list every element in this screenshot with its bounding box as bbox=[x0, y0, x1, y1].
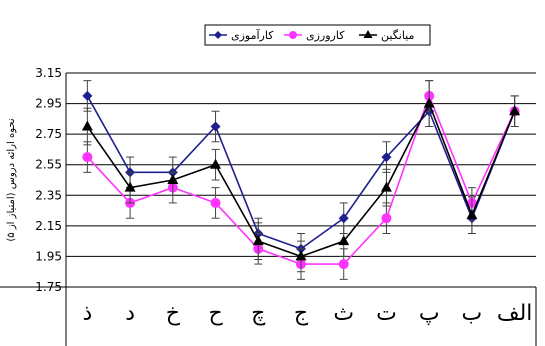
data-point bbox=[210, 121, 221, 132]
y-tick-label: 2.75 bbox=[35, 127, 62, 141]
legend: کارآموزی کارورزی میانگین bbox=[204, 24, 431, 46]
series-diamond bbox=[82, 80, 520, 265]
legend-label: کارآموزی bbox=[231, 28, 274, 42]
data-point bbox=[295, 250, 307, 261]
data-point bbox=[82, 152, 93, 163]
legend-item: کارآموزی bbox=[209, 28, 274, 42]
y-axis-label: نحوه ارائه دروس (امتیاز از ۵) bbox=[6, 118, 17, 241]
x-category-label: الف bbox=[497, 301, 533, 326]
y-tick-label: 3.15 bbox=[35, 66, 62, 80]
y-tick-label: 1.95 bbox=[35, 249, 62, 263]
x-category-label: ذ bbox=[82, 301, 92, 326]
x-category-label: خ bbox=[166, 301, 181, 326]
data-point bbox=[252, 235, 264, 246]
data-point bbox=[210, 158, 222, 169]
x-category-label: ت bbox=[376, 301, 397, 326]
data-point bbox=[423, 97, 435, 108]
legend-marker bbox=[289, 31, 297, 39]
y-tick-labels: 1.751.952.152.352.552.752.953.15 bbox=[35, 66, 62, 294]
data-point bbox=[338, 259, 349, 270]
data-point bbox=[338, 235, 350, 246]
x-category-label: ح bbox=[208, 301, 223, 326]
legend-label: میانگین bbox=[381, 29, 415, 42]
y-tick-label: 2.15 bbox=[35, 219, 62, 233]
y-tick-label: 2.95 bbox=[35, 97, 62, 111]
data-point bbox=[210, 197, 221, 208]
data-point bbox=[338, 213, 349, 224]
data-point bbox=[124, 181, 136, 192]
legend-marker bbox=[363, 30, 373, 38]
legend-box bbox=[204, 24, 431, 46]
data-point bbox=[381, 213, 392, 224]
y-tick-label: 2.35 bbox=[35, 188, 62, 202]
legend-item: میانگین bbox=[359, 29, 415, 42]
series-triangle bbox=[81, 80, 521, 273]
data-point bbox=[167, 174, 179, 184]
data-point bbox=[380, 181, 392, 192]
data-point bbox=[81, 120, 93, 131]
data-point bbox=[381, 152, 392, 163]
data-point bbox=[509, 105, 521, 116]
x-category-label: د bbox=[125, 301, 135, 326]
x-category-label: چ bbox=[251, 301, 266, 326]
x-category-label: ب bbox=[462, 301, 483, 326]
data-point bbox=[82, 90, 93, 101]
x-category-label: ج bbox=[294, 301, 309, 326]
x-category-label: پ bbox=[419, 301, 440, 326]
data-point bbox=[466, 209, 478, 220]
legend-marker bbox=[214, 31, 222, 39]
legend-label: کارورزی bbox=[306, 29, 345, 42]
gridlines bbox=[66, 72, 536, 257]
legend-item: کارورزی bbox=[284, 29, 345, 42]
x-category-label: ث bbox=[333, 301, 354, 326]
y-tick-label: 2.55 bbox=[35, 158, 62, 172]
